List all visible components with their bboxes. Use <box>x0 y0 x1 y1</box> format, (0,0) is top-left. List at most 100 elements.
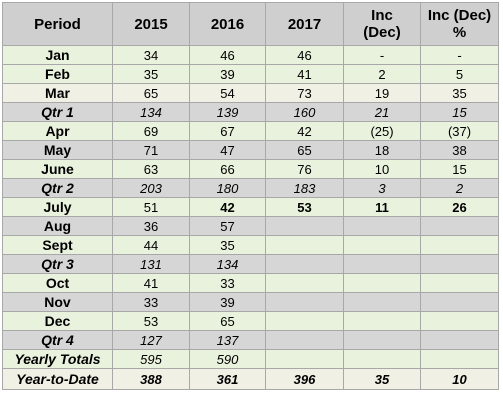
cell-2015: 203 <box>112 178 190 198</box>
header-inc-dec: Inc (Dec) <box>343 2 421 46</box>
cell-inc-dec <box>343 311 421 331</box>
table-row-qtr2: Qtr 2 203 180 183 3 2 <box>2 178 499 198</box>
cell-2016: 180 <box>189 178 266 198</box>
cell-inc-dec <box>343 235 421 255</box>
row-label: Apr <box>2 121 113 141</box>
cell-2015: 131 <box>112 254 190 274</box>
table-row-qtr4: Qtr 4 127 137 <box>2 330 499 350</box>
cell-inc-dec-pct: 15 <box>420 159 499 179</box>
cell-2015: 63 <box>112 159 190 179</box>
cell-inc-dec: (25) <box>343 121 421 141</box>
cell-2017 <box>265 330 344 350</box>
cell-2016: 134 <box>189 254 266 274</box>
cell-inc-dec: 3 <box>343 178 421 198</box>
cell-2017 <box>265 216 344 236</box>
row-label: June <box>2 159 113 179</box>
cell-inc-dec-pct: 38 <box>420 140 499 160</box>
table-row-july: July 51 42 53 11 26 <box>2 197 499 217</box>
row-label: Mar <box>2 83 113 103</box>
header-period: Period <box>2 2 113 46</box>
row-label: Feb <box>2 64 113 84</box>
cell-2017 <box>265 311 344 331</box>
cell-2016: 47 <box>189 140 266 160</box>
cell-2017 <box>265 273 344 293</box>
table-row-sept: Sept 44 35 <box>2 235 499 255</box>
cell-inc-dec <box>343 273 421 293</box>
cell-2016: 46 <box>189 45 266 65</box>
cell-2015: 33 <box>112 292 190 312</box>
cell-2015: 41 <box>112 273 190 293</box>
cell-inc-dec-pct <box>420 292 499 312</box>
cell-2017 <box>265 292 344 312</box>
cell-inc-dec: 35 <box>343 368 421 390</box>
cell-2015: 71 <box>112 140 190 160</box>
cell-inc-dec: 18 <box>343 140 421 160</box>
cell-inc-dec-pct: 5 <box>420 64 499 84</box>
row-label: Qtr 1 <box>2 102 113 122</box>
table-row-nov: Nov 33 39 <box>2 292 499 312</box>
cell-2017: 160 <box>265 102 344 122</box>
row-label: Yearly Totals <box>2 349 113 369</box>
cell-2016: 590 <box>189 349 266 369</box>
cell-2016: 39 <box>189 292 266 312</box>
cell-2016: 66 <box>189 159 266 179</box>
cell-2017: 46 <box>265 45 344 65</box>
cell-2015: 134 <box>112 102 190 122</box>
cell-2015: 65 <box>112 83 190 103</box>
row-label: Qtr 2 <box>2 178 113 198</box>
cell-inc-dec-pct <box>420 273 499 293</box>
cell-inc-dec <box>343 292 421 312</box>
cell-inc-dec: - <box>343 45 421 65</box>
table-row-dec: Dec 53 65 <box>2 311 499 331</box>
cell-2015: 35 <box>112 64 190 84</box>
table-row-apr: Apr 69 67 42 (25) (37) <box>2 121 499 141</box>
cell-inc-dec-pct: 15 <box>420 102 499 122</box>
cell-2015: 34 <box>112 45 190 65</box>
cell-2016: 42 <box>189 197 266 217</box>
table-row-yearly-totals: Yearly Totals 595 590 <box>2 349 499 369</box>
cell-2017 <box>265 349 344 369</box>
cell-inc-dec-pct: 35 <box>420 83 499 103</box>
header-2016: 2016 <box>189 2 266 46</box>
cell-inc-dec <box>343 349 421 369</box>
cell-2015: 36 <box>112 216 190 236</box>
cell-2016: 54 <box>189 83 266 103</box>
table-row-aug: Aug 36 57 <box>2 216 499 236</box>
cell-2017: 41 <box>265 64 344 84</box>
header-2017: 2017 <box>265 2 344 46</box>
monthly-comparison-table-container: Period 2015 2016 2017 Inc (Dec) Inc (Dec… <box>2 2 499 390</box>
row-label: Qtr 4 <box>2 330 113 350</box>
cell-inc-dec-pct <box>420 254 499 274</box>
header-inc-dec-pct: Inc (Dec) % <box>420 2 499 46</box>
cell-2016: 57 <box>189 216 266 236</box>
row-label: Jan <box>2 45 113 65</box>
cell-2016: 33 <box>189 273 266 293</box>
cell-inc-dec-pct: - <box>420 45 499 65</box>
cell-inc-dec-pct: (37) <box>420 121 499 141</box>
cell-2016: 35 <box>189 235 266 255</box>
cell-2017: 183 <box>265 178 344 198</box>
cell-inc-dec: 2 <box>343 64 421 84</box>
table-row-jan: Jan 34 46 46 - - <box>2 45 499 65</box>
cell-2015: 595 <box>112 349 190 369</box>
header-row: Period 2015 2016 2017 Inc (Dec) Inc (Dec… <box>2 2 499 46</box>
table-row-oct: Oct 41 33 <box>2 273 499 293</box>
cell-2017: 53 <box>265 197 344 217</box>
row-label: Aug <box>2 216 113 236</box>
monthly-comparison-table: Period 2015 2016 2017 Inc (Dec) Inc (Dec… <box>2 2 499 390</box>
cell-inc-dec <box>343 254 421 274</box>
cell-2017 <box>265 254 344 274</box>
cell-2015: 53 <box>112 311 190 331</box>
cell-inc-dec-pct: 10 <box>420 368 499 390</box>
cell-2016: 67 <box>189 121 266 141</box>
cell-2015: 44 <box>112 235 190 255</box>
cell-inc-dec-pct <box>420 235 499 255</box>
table-row-feb: Feb 35 39 41 2 5 <box>2 64 499 84</box>
table-row-mar: Mar 65 54 73 19 35 <box>2 83 499 103</box>
cell-inc-dec-pct <box>420 311 499 331</box>
cell-2016: 65 <box>189 311 266 331</box>
row-label: Oct <box>2 273 113 293</box>
row-label: Dec <box>2 311 113 331</box>
cell-2016: 39 <box>189 64 266 84</box>
cell-2017: 76 <box>265 159 344 179</box>
